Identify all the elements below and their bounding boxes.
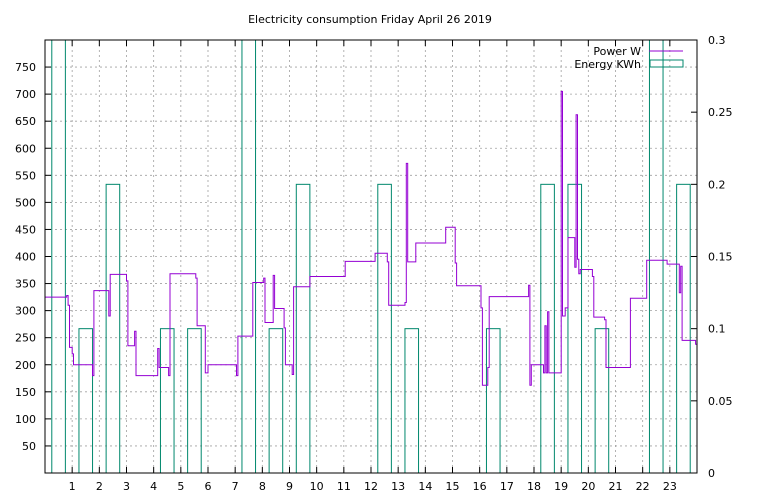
- y-tick-label: 450: [15, 223, 36, 236]
- power-series: [45, 90, 698, 386]
- x-tick-label: 14: [418, 480, 432, 493]
- y-tick-label: 500: [15, 196, 36, 209]
- x-tick-label: 8: [259, 480, 266, 493]
- energy-bar: [377, 183, 392, 474]
- y2-tick-label: 0.25: [708, 106, 733, 119]
- legend-label-energy: Energy KWh: [574, 58, 641, 71]
- y-tick-label: 600: [15, 142, 36, 155]
- y-tick-label: 550: [15, 169, 36, 182]
- energy-bar: [594, 328, 610, 474]
- x-tick-label: 9: [286, 480, 293, 493]
- energy-bar: [159, 328, 175, 474]
- y-tick-label: 200: [15, 359, 36, 372]
- y2-axis: 0 0.05 0.1 0.15 0.2 0.25 0.3: [691, 34, 733, 480]
- y2-tick-label: 0: [708, 467, 715, 480]
- x-tick-label: 20: [581, 480, 595, 493]
- y2-tick-label: 0.05: [708, 395, 733, 408]
- x-tick-label: 2: [96, 480, 103, 493]
- x-tick-label: 7: [232, 480, 239, 493]
- y-tick-label: 650: [15, 115, 36, 128]
- x-axis: 1 2 3 4 5 6 7 8 9 10 11 12 13 14 15 16 17 18 19 20 21 22 23: [69, 40, 677, 493]
- grid: [45, 40, 697, 473]
- energy-bar: [485, 328, 501, 474]
- y-tick-label: 750: [15, 61, 36, 74]
- legend-swatch-energy: [649, 59, 684, 68]
- energy-bar: [404, 328, 420, 474]
- y-tick-label: 150: [15, 386, 36, 399]
- x-tick-label: 13: [391, 480, 405, 493]
- energy-bar: [105, 183, 121, 474]
- x-tick-label: 4: [150, 480, 157, 493]
- chart-title: Electricity consumption Friday April 26 …: [248, 13, 492, 26]
- energy-bar: [268, 328, 284, 474]
- x-tick-label: 5: [177, 480, 184, 493]
- energy-bar: [51, 39, 66, 474]
- y-tick-label: 350: [15, 278, 36, 291]
- x-tick-label: 10: [310, 480, 324, 493]
- energy-bar: [295, 183, 311, 474]
- energy-bar: [187, 328, 202, 474]
- x-tick-label: 11: [337, 480, 351, 493]
- x-tick-label: 6: [205, 480, 212, 493]
- energy-bar: [78, 328, 94, 474]
- legend-label-power: Power W: [593, 45, 641, 58]
- y2-tick-label: 0.1: [708, 323, 726, 336]
- x-tick-label: 23: [663, 480, 677, 493]
- legend: Power W Energy KWh: [574, 45, 684, 71]
- power-line: [45, 90, 698, 386]
- x-tick-label: 22: [636, 480, 650, 493]
- x-tick-label: 12: [364, 480, 378, 493]
- y-tick-label: 100: [15, 413, 36, 426]
- y2-tick-label: 0.2: [708, 178, 726, 191]
- x-tick-label: 3: [123, 480, 130, 493]
- y2-tick-label: 0.15: [708, 251, 733, 264]
- y-tick-label: 400: [15, 251, 36, 264]
- y-tick-label: 250: [15, 332, 36, 345]
- y-tick-label: 300: [15, 305, 36, 318]
- x-tick-label: 21: [609, 480, 623, 493]
- y-tick-label: 50: [22, 440, 36, 453]
- x-tick-label: 15: [446, 480, 460, 493]
- y2-tick-label: 0.3: [708, 34, 726, 47]
- x-tick-label: 18: [527, 480, 541, 493]
- x-tick-label: 1: [69, 480, 76, 493]
- x-tick-label: 16: [473, 480, 487, 493]
- x-tick-label: 17: [500, 480, 514, 493]
- energy-bar: [567, 183, 583, 474]
- energy-bar: [241, 39, 257, 474]
- x-tick-label: 19: [554, 480, 568, 493]
- y-tick-label: 700: [15, 88, 36, 101]
- y-axis: 50 100 150 200 250 300 350 400 450 500 550 600 650 70…: [15, 61, 51, 453]
- energy-bar: [676, 183, 691, 474]
